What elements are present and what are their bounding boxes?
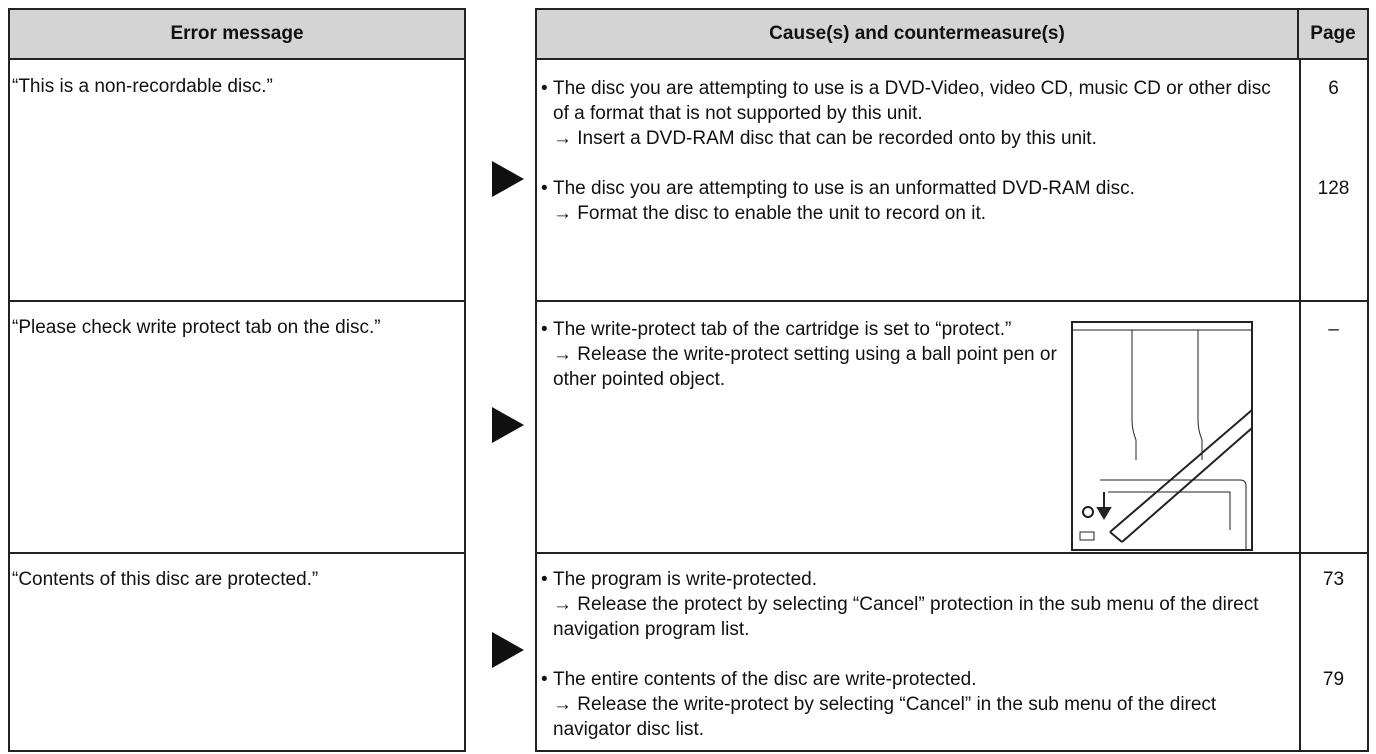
cause-text: • The program is write-protected. → Releas… xyxy=(539,567,1279,642)
countermeasure: → Release the write-protect setting usin… xyxy=(553,344,1057,390)
countermeasure: → Insert a DVD-RAM disc that can be reco… xyxy=(553,128,1097,149)
error-message: “Contents of this disc are protected.” xyxy=(12,569,319,590)
cause-table: Cause(s) and countermeasure(s) Page • The… xyxy=(535,8,1369,752)
bullet: • xyxy=(541,319,548,340)
error-table: Error message “This is a non-recordable … xyxy=(8,8,466,752)
cause: • The write-protect tab of the cartridge … xyxy=(539,317,1059,392)
header-cell: Cause(s) and countermeasure(s) xyxy=(537,10,1299,60)
page-number: 6 xyxy=(1328,78,1339,99)
arrow xyxy=(492,407,524,443)
cause-description: The entire contents of the disc are writ… xyxy=(553,669,977,690)
cause-text: • The entire contents of the disc are wri… xyxy=(539,667,1279,742)
page-number: 79 xyxy=(1322,669,1345,690)
page-number: 73 xyxy=(1322,569,1345,590)
error-message: “Please check write protect tab on the d… xyxy=(12,317,381,338)
arrow xyxy=(492,631,524,668)
countermeasure: → Format the disc to enable the unit to … xyxy=(553,203,987,224)
column-line xyxy=(1299,60,1301,750)
cause-text: • The disc you are attempting to use is a… xyxy=(539,176,1279,226)
row-line xyxy=(537,552,1367,554)
page-number: 128 xyxy=(1317,178,1350,199)
cause-text: • The disc you are attempting to use is a… xyxy=(539,76,1279,151)
cause-text: • The write-protect tab of the cartridge … xyxy=(539,317,1059,392)
arrow-shape xyxy=(492,631,524,668)
error-message: “This is a non-recordable disc.” xyxy=(12,76,273,97)
cause-description: The write-protect tab of the cartridge i… xyxy=(553,319,1012,340)
header-cell: Page xyxy=(1299,10,1367,60)
cause: • The disc you are attempting to use is a… xyxy=(539,76,1279,151)
cause-description: The disc you are attempting to use is an… xyxy=(553,178,1135,199)
countermeasure: → Release the protect by selecting “Canc… xyxy=(553,594,1259,640)
header: Error message xyxy=(170,23,304,44)
arrow-shape xyxy=(492,407,524,443)
arrow xyxy=(492,160,524,197)
cause: • The disc you are attempting to use is a… xyxy=(539,176,1279,226)
cartridge-illustration xyxy=(1071,321,1253,551)
bullet: • xyxy=(541,669,548,690)
cause-description: The program is write-protected. xyxy=(553,569,817,590)
header: Cause(s) and countermeasure(s) xyxy=(769,23,1065,44)
bullet: • xyxy=(541,569,548,590)
header: Page xyxy=(1310,23,1356,44)
row-line xyxy=(10,552,464,554)
countermeasure: → Release the write-protect by selecting… xyxy=(553,694,1217,740)
arrow-shape xyxy=(492,160,524,197)
header-cell: Error message xyxy=(10,10,464,60)
cause: • The entire contents of the disc are wri… xyxy=(539,667,1279,742)
row-line xyxy=(537,300,1367,302)
cause: • The program is write-protected. → Releas… xyxy=(539,567,1279,642)
bullet: • xyxy=(541,178,548,199)
bullet: • xyxy=(541,78,548,99)
page-number: – xyxy=(1328,319,1339,340)
row-line xyxy=(10,300,464,302)
cause-description: The disc you are attempting to use is a … xyxy=(553,78,1271,124)
